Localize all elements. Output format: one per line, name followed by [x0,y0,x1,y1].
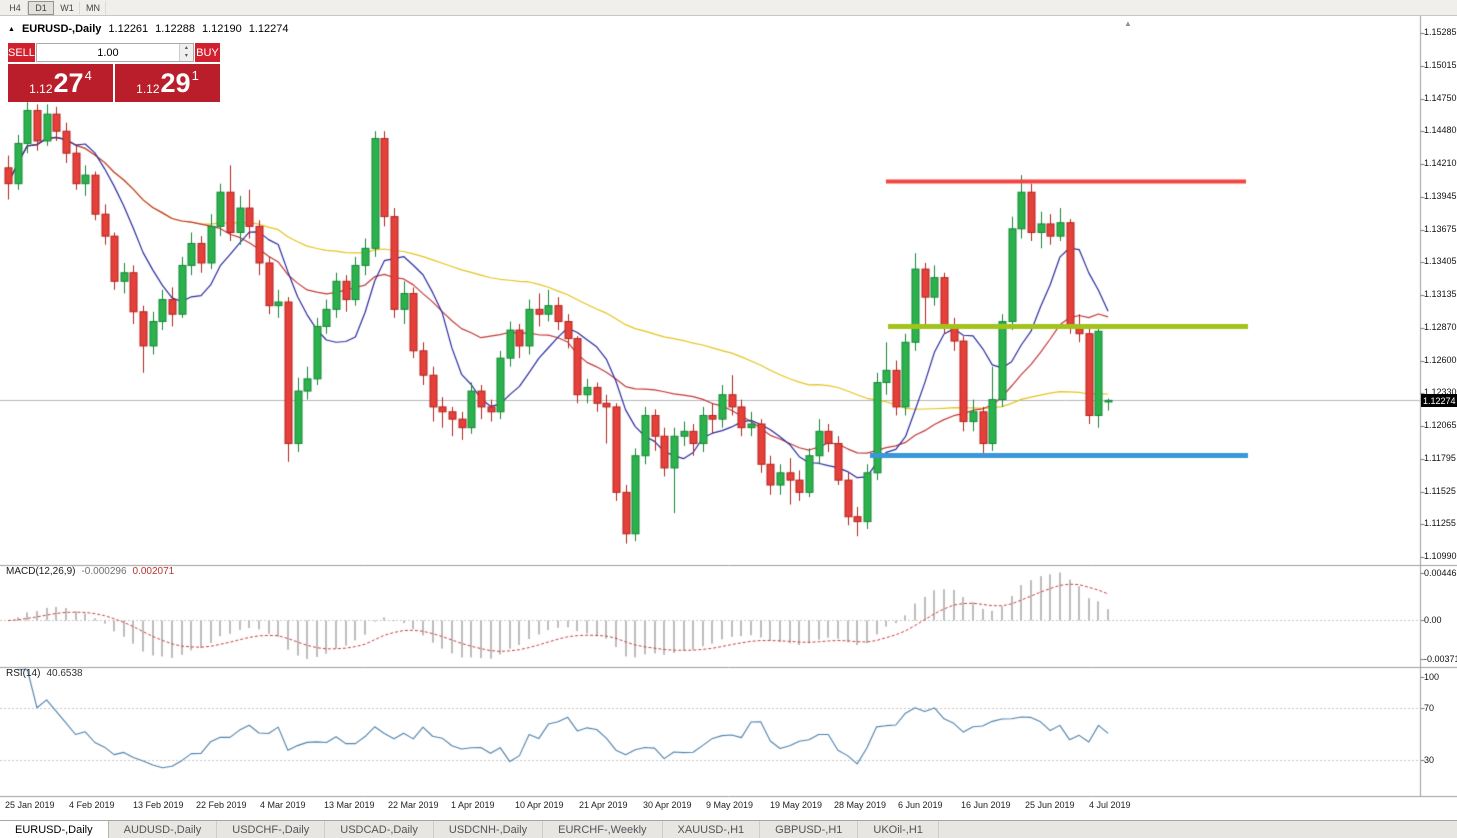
date-axis-label: 19 May 2019 [770,800,823,810]
macd-title: MACD(12,26,9) [6,566,76,577]
date-axis-label: 28 May 2019 [834,800,887,810]
price-axis-label: 1.11795 [1424,453,1456,463]
macd-signal-value: 0.002071 [132,566,175,577]
date-axis-label: 4 Feb 2019 [69,800,115,810]
macd-axis-label: -0.003717 [1424,654,1457,664]
date-axis-label: 13 Mar 2019 [324,800,375,810]
chart-tab-usdchf-daily[interactable]: USDCHF-,Daily [217,821,326,838]
rsi-axis-label: 30 [1424,755,1435,765]
ohlc-close: 1.12274 [248,23,289,35]
price-axis-label: 1.14210 [1424,158,1457,168]
sell-price-prefix: 1.12 [29,82,53,96]
one-click-trading-panel: SELL ▴ ▾ BUY 1.12 27 4 1.12 29 1 [8,43,220,102]
price-axis-label: 1.11255 [1424,518,1456,528]
chart-tab-ukoil-h1[interactable]: UKOil-,H1 [858,821,939,838]
rsi-value: 40.6538 [46,668,83,679]
current-price-tag: 1.12274 [1421,394,1457,407]
chart-tab-bar: EURUSD-,Daily AUDUSD-,Daily USDCHF-,Daily U… [0,820,1457,838]
buy-price-button[interactable]: 1.12 29 1 [115,64,220,102]
chart-tab-xauusd-h1[interactable]: XAUUSD-,H1 [663,821,761,838]
price-axis-label: 1.12330 [1424,387,1457,397]
macd-axis-label: 0.00 [1424,615,1442,625]
price-axis-label: 1.15285 [1424,27,1457,37]
timeframe-button-mn[interactable]: MN [80,0,106,15]
sell-price-big: 27 [53,68,84,98]
date-axis-label: 1 Apr 2019 [451,800,495,810]
chart-tab-usdcnh-daily[interactable]: USDCNH-,Daily [434,821,544,838]
price-axis-label: 1.10990 [1424,551,1457,561]
price-axis-label: 1.12600 [1424,355,1457,365]
price-axis-label: 1.15015 [1424,60,1457,70]
sell-button[interactable]: SELL [8,43,35,62]
date-axis-label: 21 Apr 2019 [579,800,628,810]
date-axis-label: 4 Jul 2019 [1089,800,1131,810]
volume-spinner: ▴ ▾ [178,44,193,61]
price-axis-label: 1.12870 [1424,322,1457,332]
date-axis-label: 30 Apr 2019 [643,800,692,810]
date-axis-label: 9 May 2019 [706,800,754,810]
date-axis-label: 25 Jan 2019 [5,800,55,810]
collapse-arrow-icon[interactable]: ▲ [8,25,15,33]
chart-shift-marker-icon[interactable]: ▲ [1124,19,1132,28]
sell-price-button[interactable]: 1.12 27 4 [8,64,113,102]
rsi-title: RSI(14) [6,668,41,679]
chart-tab-usdcad-daily[interactable]: USDCAD-,Daily [325,821,434,838]
symbol-title: EURUSD-,Daily [21,23,102,35]
rsi-axis-label: 100 [1424,672,1440,682]
volume-box: ▴ ▾ [35,43,194,62]
macd-panel-title: MACD(12,26,9) -0.000296 0.002071 [6,566,174,577]
price-axis-label: 1.13945 [1424,191,1457,201]
price-axis-label: 1.11525 [1424,486,1456,496]
volume-input[interactable] [36,44,179,61]
rsi-panel-title: RSI(14) 40.6538 [6,668,83,679]
price-axis-label: 1.13135 [1424,289,1457,299]
buy-price-big: 29 [160,68,191,98]
date-axis-label: 4 Mar 2019 [260,800,306,810]
price-axis-label: 1.14750 [1424,93,1457,103]
timeframe-button-d1[interactable]: D1 [28,0,54,15]
volume-down-icon[interactable]: ▾ [179,52,193,61]
buy-price-sup: 1 [191,68,199,83]
date-axis-label: 25 Jun 2019 [1025,800,1075,810]
macd-axis-label: 0.004465 [1424,568,1457,578]
chart-tab-eurchf-weekly[interactable]: EURCHF-,Weekly [543,821,663,838]
price-axis-label: 1.13405 [1424,256,1457,266]
price-axis-label: 1.14480 [1424,125,1457,135]
sell-price-sup: 4 [84,68,92,83]
date-axis-label: 16 Jun 2019 [961,800,1011,810]
ohlc-low: 1.12190 [201,23,242,35]
timeframe-toolbar: H4 D1 W1 MN [0,0,1457,16]
chart-tab-gbpusd-h1[interactable]: GBPUSD-,H1 [760,821,859,838]
volume-up-icon[interactable]: ▴ [179,44,193,53]
buy-price-prefix: 1.12 [136,82,160,96]
buy-button[interactable]: BUY [194,43,220,62]
price-axis-label: 1.12065 [1424,420,1457,430]
chart-tab-eurusd-daily[interactable]: EURUSD-,Daily [0,821,109,838]
date-axis-label: 22 Feb 2019 [196,800,247,810]
macd-hist-value: -0.000296 [81,566,127,577]
timeframe-button-w1[interactable]: W1 [54,0,80,15]
date-axis-label: 22 Mar 2019 [388,800,439,810]
price-axis-label: 1.13675 [1424,224,1457,234]
date-axis-label: 6 Jun 2019 [898,800,943,810]
rsi-axis-label: 70 [1424,703,1435,713]
chart-tab-audusd-daily[interactable]: AUDUSD-,Daily [109,821,218,838]
date-axis-label: 10 Apr 2019 [515,800,564,810]
ohlc-high: 1.12288 [155,23,195,35]
timeframe-button-h4[interactable]: H4 [2,0,28,15]
date-axis-label: 13 Feb 2019 [133,800,184,810]
chart-title: ▲ EURUSD-,Daily 1.12261 1.12288 1.12190 … [8,23,288,35]
ohlc-open: 1.12261 [108,23,149,35]
